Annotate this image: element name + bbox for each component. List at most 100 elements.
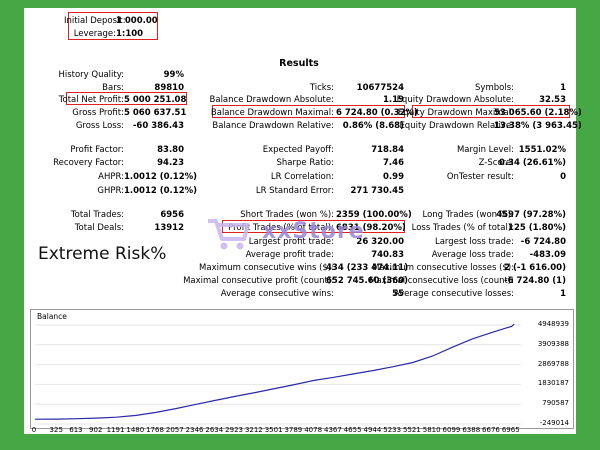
short-trades-value: 2359 (100.00%) — [336, 210, 412, 220]
equity-dd-highlight-box — [412, 105, 570, 118]
initial-deposit-label: Initial Deposit: — [64, 16, 126, 26]
x-tick-label: 5233 — [383, 426, 402, 434]
balance-dd-highlight-box — [212, 105, 405, 118]
equity-dd-abs-label: Equity Drawdown Absolute: — [396, 95, 514, 105]
ticks-value: 10677524 — [356, 83, 404, 93]
lr-std-error-value: 271 730.45 — [350, 186, 404, 196]
x-tick-label: 4655 — [343, 426, 362, 434]
x-tick-label: 5521 — [402, 426, 421, 434]
net-profit-highlight-box — [66, 92, 187, 105]
store-watermark: xxStore — [204, 215, 404, 255]
loss-trades-label: Loss Trades (% of total): — [411, 223, 514, 233]
expected-payoff-label: Expected Payoff: — [262, 145, 334, 155]
ontester-value: 0 — [560, 172, 566, 182]
gross-loss-label: Gross Loss: — [75, 121, 124, 131]
max-consec-losses-label: Maximum consecutive losses ($): — [372, 263, 514, 273]
x-tick-label: 2634 — [205, 426, 224, 434]
balance-dd-rel-value: 0.86% (8.68) — [342, 121, 404, 131]
x-tick-label: 3789 — [284, 426, 303, 434]
recovery-factor-value: 94.23 — [157, 158, 184, 168]
max-consec-losses-value: 2 (-1 616.00) — [504, 263, 566, 273]
avg-consec-wins-label: Average consecutive wins: — [220, 289, 334, 299]
x-tick-label: 3501 — [264, 426, 283, 434]
leverage-label: Leverage: — [73, 29, 116, 39]
history-quality-label: History Quality: — [58, 70, 124, 80]
avg-consec-losses-value: 1 — [560, 289, 566, 299]
x-axis-ticks: 0 325 613 902 1191 1480 1768 2057 2346 2634 2923 32… — [30, 309, 572, 434]
total-trades-label: Total Trades: — [70, 210, 124, 220]
max-consec-profit-label: Maximal consecutive profit (count): — [183, 276, 334, 286]
x-tick-label: 6676 — [482, 426, 500, 434]
x-tick-label: 1191 — [106, 426, 125, 434]
ahpr-label: AHPR: — [98, 172, 124, 182]
x-tick-label: 325 — [49, 426, 63, 434]
lr-correlation-value: 0.99 — [383, 172, 404, 182]
x-tick-label: 2057 — [165, 426, 184, 434]
watermark-text: xxStore — [262, 219, 365, 244]
x-tick-label: 1480 — [126, 426, 145, 434]
gross-loss-value: -60 386.43 — [132, 121, 184, 131]
initial-deposit-value: 1 000.00 — [116, 16, 158, 26]
max-consec-wins-value: 434 (233 474.11) — [326, 263, 408, 273]
average-loss-value: -483.09 — [529, 250, 566, 260]
total-deals-label: Total Deals: — [74, 223, 124, 233]
avg-consec-losses-label: Average consecutive losses: — [393, 289, 514, 299]
largest-loss-value: -6 724.80 — [520, 237, 566, 247]
gross-profit-value: 5 060 637.51 — [124, 108, 187, 118]
equity-dd-rel-value: 13.38% (3 963.45) — [494, 121, 582, 131]
x-tick-label: 4078 — [304, 426, 323, 434]
symbols-label: Symbols: — [475, 83, 514, 93]
leverage-value: 1:100 — [116, 29, 144, 39]
total-net-profit-value: 5 000 251.08 — [124, 95, 187, 105]
max-consec-loss-label: Maximal consecutive loss (count): — [369, 276, 514, 286]
x-tick-label: 4944 — [363, 426, 382, 434]
average-loss-label: Average loss trade: — [431, 250, 514, 260]
balance-dd-abs-value: 1.19 — [383, 95, 404, 105]
long-trades-label: Long Trades (won %): — [422, 210, 515, 220]
y-tick-label: -249014 — [539, 419, 569, 427]
chart-title: Balance — [37, 312, 67, 321]
ontester-label: OnTester result: — [446, 172, 514, 182]
x-tick-label: 3212 — [244, 426, 263, 434]
x-tick-label: 6388 — [462, 426, 481, 434]
x-tick-label: 902 — [89, 426, 103, 434]
x-tick-label: 0 — [31, 426, 37, 434]
margin-level-label: Margin Level: — [456, 145, 514, 155]
short-trades-label: Short Trades (won %): — [240, 210, 334, 220]
profit-trades-label: Profit Trades (% of total): — [228, 223, 334, 233]
ghpr-label: GHPR: — [97, 186, 124, 196]
equity-dd-rel-label: Equity Drawdown Relative: — [399, 121, 514, 131]
largest-profit-label: Largest profit trade: — [248, 237, 334, 247]
max-consec-profit-value: 652 745.60 (360) — [326, 276, 408, 286]
long-trades-value: 4597 (97.28%) — [496, 210, 566, 220]
x-tick-label: 5810 — [422, 426, 441, 434]
results-title: Results — [279, 58, 319, 69]
balance-chart-svg — [34, 323, 521, 425]
y-tick-label: 3909388 — [537, 339, 569, 348]
balance-dd-max-label: Balance Drawdown Maximal: — [210, 108, 334, 118]
y-tick-label: 2869788 — [537, 359, 569, 368]
loss-trades-value: 125 (1.80%) — [508, 223, 566, 233]
largest-profit-value: 26 320.00 — [356, 237, 404, 247]
z-score-label: Z-Score: — [478, 158, 514, 168]
x-tick-label: 613 — [69, 426, 83, 434]
balance-dd-rel-label: Balance Drawdown Relative: — [212, 121, 334, 131]
average-profit-value: 740.83 — [371, 250, 404, 260]
gross-profit-label: Gross Profit: — [72, 108, 124, 118]
x-tick-label: 1768 — [146, 426, 164, 434]
risk-caption: Extreme Risk% — [38, 244, 167, 264]
sharpe-ratio-value: 7.46 — [383, 158, 404, 168]
balance-dd-max-value: 6 724.80 (0.32%) — [336, 108, 418, 118]
x-tick-label: 2346 — [185, 426, 204, 434]
deposit-highlight-box — [68, 12, 158, 40]
z-score-value: 0.34 (26.61%) — [498, 158, 566, 168]
symbols-value: 1 — [560, 83, 566, 93]
total-trades-value: 6956 — [160, 210, 184, 220]
x-tick-label: 6965 — [501, 426, 520, 434]
ticks-label: Ticks: — [309, 83, 334, 93]
ahpr-value: 1.0012 (0.12%) — [124, 172, 198, 182]
max-consec-wins-label: Maximum consecutive wins ($): — [199, 263, 334, 273]
history-quality-value: 99% — [163, 70, 184, 80]
bars-label: Bars: — [102, 83, 124, 93]
recovery-factor-label: Recovery Factor: — [53, 158, 124, 168]
